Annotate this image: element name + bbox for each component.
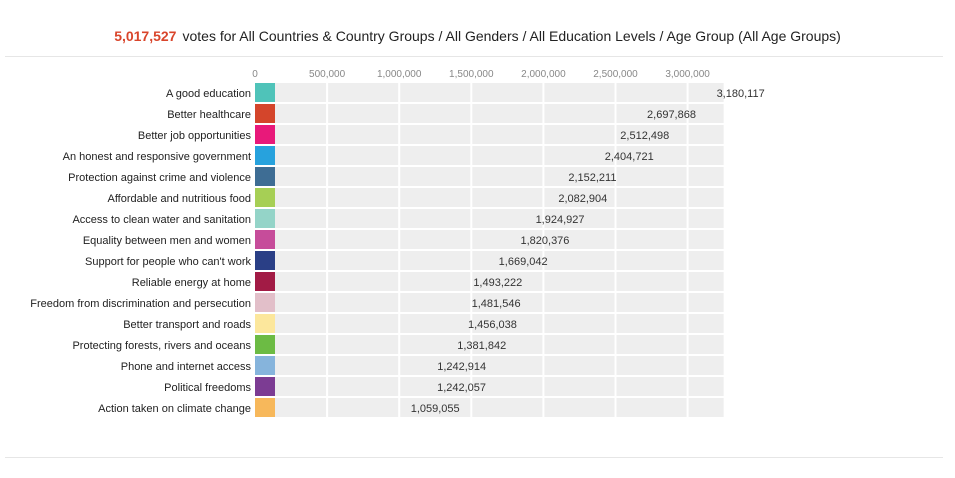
x-tick-label: 500,000 [309,69,346,80]
x-tick-label: 0 [252,69,258,80]
x-tick-label: 1,000,000 [377,69,422,80]
category-swatch [255,335,275,354]
value-label: 2,697,868 [647,109,696,121]
category-swatch [255,125,275,144]
category-label: Equality between men and women [83,235,251,247]
value-label: 1,493,222 [473,277,522,289]
category-label: Access to clean water and sanitation [72,214,251,226]
bar [255,356,435,375]
value-label: 1,481,546 [472,298,521,310]
category-label: Protection against crime and violence [68,172,251,184]
bottom-divider [5,457,943,458]
bar [255,335,455,354]
value-label: 1,242,057 [437,382,486,394]
value-label: 1,059,055 [411,403,460,415]
bar [255,125,618,144]
bar [255,272,471,291]
bar [255,188,556,207]
category-swatch [255,146,275,165]
category-swatch [255,377,275,396]
category-label: Protecting forests, rivers and oceans [72,340,251,352]
category-label: Affordable and nutritious food [107,193,251,205]
category-label: Phone and internet access [121,361,252,373]
title-subtitle: votes for All Countries & Country Groups… [182,28,841,44]
value-label: 1,924,927 [536,214,585,226]
value-label: 1,456,038 [468,319,517,331]
bar [255,251,496,270]
bar [255,83,714,102]
value-label: 2,152,211 [568,172,616,184]
category-swatch [255,293,275,312]
bar [255,398,408,417]
bar [255,377,435,396]
x-tick-label: 2,000,000 [521,69,566,80]
category-swatch [255,251,275,270]
category-label: Action taken on climate change [98,403,251,415]
category-swatch [255,398,275,417]
value-label: 1,381,842 [457,340,506,352]
value-label: 1,820,376 [520,235,569,247]
category-swatch [255,188,275,207]
category-label: Better transport and roads [123,319,251,331]
bar [255,230,518,249]
x-tick-label: 1,500,000 [449,69,494,80]
bar [255,314,465,333]
top-divider [5,56,943,57]
value-label: 1,669,042 [499,256,548,268]
value-label: 2,082,904 [558,193,607,205]
category-swatch [255,314,275,333]
category-swatch [255,272,275,291]
bar [255,167,566,186]
category-label: A good education [166,88,251,100]
category-label: An honest and responsive government [63,151,251,163]
x-tick-label: 3,000,000 [665,69,710,80]
bar [255,146,602,165]
category-label: Better healthcare [167,109,251,121]
total-votes: 5,017,527 [114,28,177,44]
category-swatch [255,356,275,375]
category-label: Support for people who can't work [85,256,251,268]
category-swatch [255,230,275,249]
bar [255,293,469,312]
category-swatch [255,104,275,123]
value-label: 2,512,498 [620,130,669,142]
x-tick-label: 2,500,000 [593,69,638,80]
chart-title: 5,017,527 votes for All Countries & Count… [0,28,955,44]
category-label: Reliable energy at home [132,277,251,289]
category-swatch [255,209,275,228]
category-swatch [255,83,275,102]
category-swatch [255,167,275,186]
value-label: 3,180,117 [717,88,765,100]
value-label: 1,242,914 [437,361,486,373]
category-label: Better job opportunities [138,130,252,142]
bar [255,209,533,228]
category-label: Freedom from discrimination and persecut… [30,298,251,310]
value-label: 2,404,721 [605,151,654,163]
bar [255,104,645,123]
category-label: Political freedoms [164,382,251,394]
